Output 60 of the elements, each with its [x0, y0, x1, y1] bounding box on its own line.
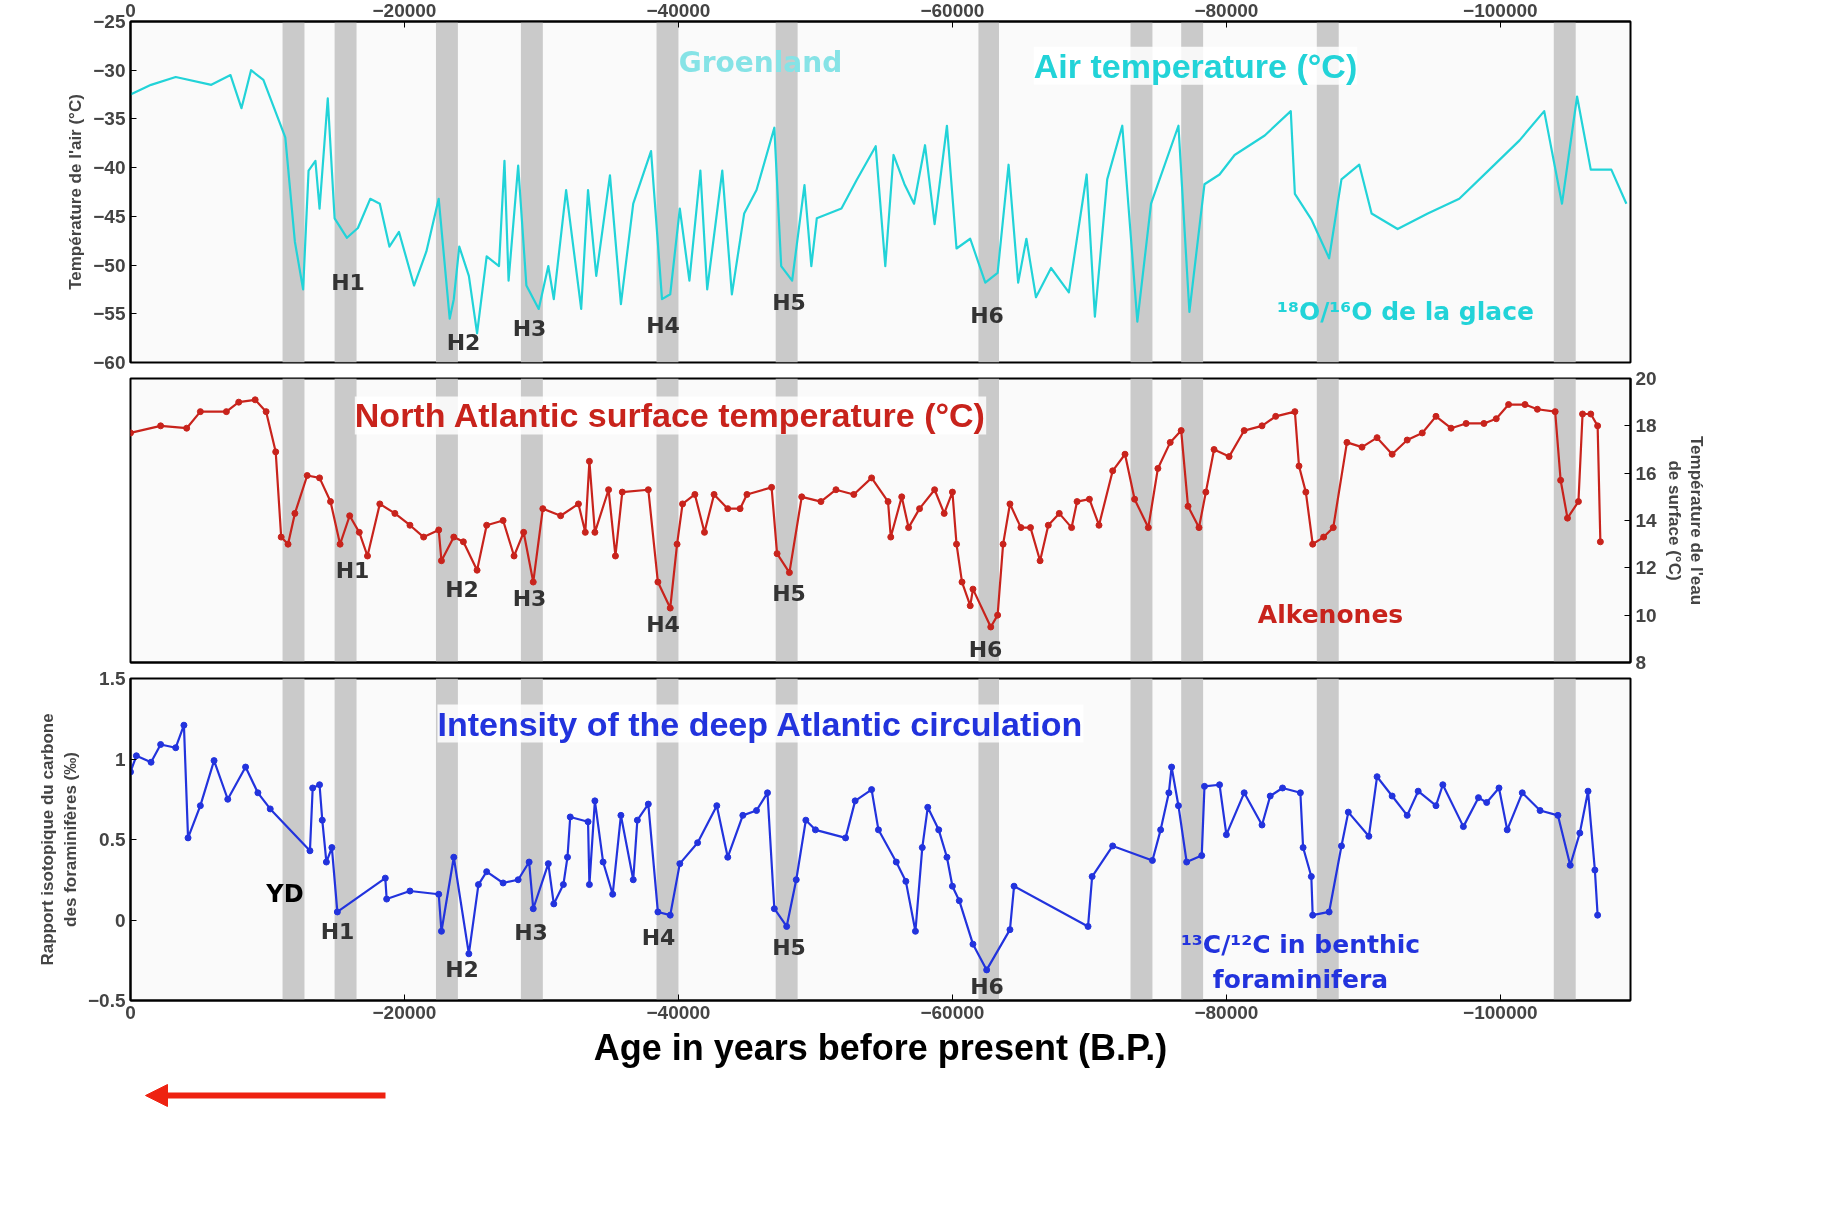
x-axis-title: Age in years before present (B.P.) — [593, 1026, 1168, 1068]
y-axis-title: Température de l'air (°C) — [66, 94, 86, 290]
y2-tick-label: 14 — [1635, 510, 1658, 531]
text: Air temperature (°C) — [1033, 46, 1358, 85]
x-tick-label: −100000 — [1463, 0, 1538, 21]
x-tick-label: −40000 — [646, 1001, 711, 1023]
annotation: H1 — [331, 270, 365, 296]
annotation: Groenland — [678, 45, 843, 79]
y-tick-label: −50 — [93, 254, 126, 276]
y-tick-label: −40 — [93, 157, 126, 179]
y2-axis-title: Température de l'eau de surface (°C) — [1664, 435, 1707, 606]
x-tick-label: −20000 — [372, 1001, 437, 1023]
text: ¹⁸O/¹⁶O de la glace — [1277, 296, 1534, 326]
annotation: H5 — [772, 934, 806, 960]
y2-tick-label: 12 — [1635, 557, 1657, 579]
x-tick-label: −100000 — [1463, 1001, 1538, 1023]
annotation: H6 — [968, 637, 1003, 663]
annotation: H2 — [445, 957, 479, 983]
x-tick-label: −60000 — [920, 0, 985, 21]
annotation: H3 — [514, 920, 548, 946]
y-tick-label: 0.5 — [99, 829, 126, 850]
x-tick-label: −80000 — [1194, 0, 1259, 21]
annotation: H4 — [646, 612, 680, 638]
y-tick-label: −55 — [93, 303, 126, 325]
x-tick-label: −40000 — [646, 0, 711, 21]
y-tick-label: −35 — [93, 108, 126, 130]
annotation: H3 — [512, 586, 547, 612]
y-tick-label: −60 — [93, 352, 126, 373]
x-tick-label: −60000 — [920, 1001, 985, 1023]
annotation: H5 — [772, 581, 806, 607]
y-tick-label: 1 — [114, 748, 126, 770]
y2-tick-label: 10 — [1635, 604, 1657, 626]
annotation: H3 — [512, 315, 547, 341]
y-axis-title: Rapport isotopique du carbone des foraminifères (‰) — [38, 713, 80, 966]
y-tick-label: −25 — [93, 11, 126, 32]
y2-tick-label: 20 — [1635, 368, 1657, 389]
annotation: H4 — [641, 925, 676, 951]
annotation: H1 — [335, 557, 370, 583]
y2-tick-label: 8 — [1635, 652, 1647, 673]
annotation: H2 — [446, 329, 481, 355]
annotation: H4 — [646, 312, 680, 338]
x-tick-label: −80000 — [1194, 1001, 1259, 1023]
y-tick-label: −45 — [93, 205, 126, 227]
annotation: H6 — [970, 973, 1004, 999]
text: Intensity of the deep Atlantic circulation — [437, 704, 1083, 743]
y-tick-label: −30 — [93, 59, 126, 81]
annotation: H5 — [772, 289, 806, 315]
y-tick-label: 1.5 — [99, 668, 126, 689]
y2-tick-label: 16 — [1635, 462, 1657, 484]
text: Alkenones — [1257, 599, 1404, 629]
y2-tick-label: 18 — [1635, 415, 1657, 437]
y-tick-label: −0.5 — [87, 990, 126, 1011]
series-label: ¹³C/¹²C in benthic foraminifera — [1180, 929, 1421, 994]
annotation: H1 — [320, 918, 355, 944]
y-tick-label: 0 — [114, 909, 126, 931]
annotation: H6 — [970, 303, 1004, 329]
x-tick-label: −20000 — [372, 0, 437, 21]
text: North Atlantic surface temperature (°C) — [354, 396, 985, 435]
annotation: H2 — [445, 576, 479, 602]
annotation: YD — [265, 880, 304, 909]
